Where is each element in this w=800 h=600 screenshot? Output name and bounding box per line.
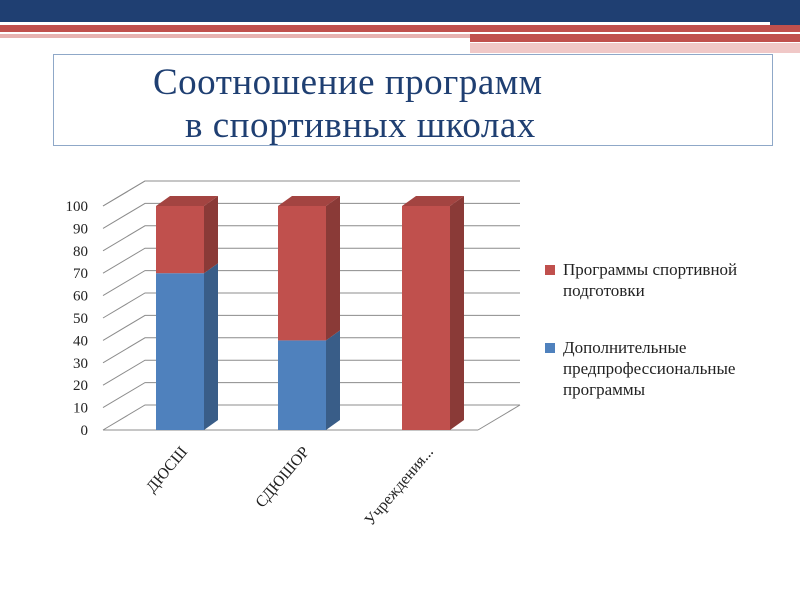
bar-segment-side bbox=[450, 196, 464, 430]
chart-legend: Программы спортивной подготовки Дополнител… bbox=[545, 260, 737, 399]
y-axis: 0 10 20 30 40 50 60 70 80 90 100 bbox=[66, 199, 89, 439]
legend-swatch bbox=[545, 265, 555, 275]
bar-segment-side bbox=[204, 196, 218, 274]
bar-segment-front bbox=[278, 206, 326, 341]
gridline bbox=[102, 202, 520, 229]
y-tick-label: 0 bbox=[81, 423, 89, 439]
gridline bbox=[102, 292, 520, 319]
gridline bbox=[102, 382, 520, 409]
gridline bbox=[102, 359, 520, 386]
x-axis-labels: ДЮСШ СДЮШОР Учреждения... bbox=[143, 444, 437, 530]
x-category-label: Учреждения... bbox=[362, 444, 438, 529]
bar-segment-front bbox=[402, 206, 450, 430]
bar-segment-side bbox=[204, 263, 218, 430]
bar-segment-front bbox=[156, 206, 204, 274]
gridline bbox=[102, 404, 520, 431]
bar-segment-side bbox=[326, 196, 340, 341]
gridline bbox=[102, 225, 520, 252]
bar-segment-side bbox=[326, 330, 340, 430]
slide-title-box: Соотношение программ в спортивных школах bbox=[53, 54, 773, 146]
y-tick-label: 10 bbox=[73, 401, 88, 417]
legend-label: Дополнительные bbox=[563, 338, 686, 357]
navy-band bbox=[0, 0, 800, 22]
legend-label: подготовки bbox=[563, 281, 645, 300]
legend-swatch bbox=[545, 343, 555, 353]
pink-band-left bbox=[0, 34, 470, 38]
slide-title-line-1: Соотношение программ bbox=[153, 62, 543, 103]
y-tick-label: 30 bbox=[73, 356, 88, 372]
y-tick-label: 70 bbox=[73, 266, 88, 282]
gridline bbox=[102, 247, 520, 274]
gridline bbox=[102, 314, 520, 341]
bar-top-face bbox=[278, 196, 340, 206]
bar-segment-front bbox=[156, 273, 204, 430]
gridline bbox=[102, 180, 520, 207]
floor-right-edge bbox=[477, 404, 521, 431]
y-tick-label: 90 bbox=[73, 221, 88, 237]
gridline bbox=[102, 337, 520, 364]
y-tick-label: 40 bbox=[73, 333, 88, 349]
bar-segment-front bbox=[278, 340, 326, 430]
stacked-bar-chart: 0 10 20 30 40 50 60 70 80 90 100 ДЮСШ СДЮШОР Учрежде… bbox=[66, 180, 737, 530]
legend-label: программы bbox=[563, 380, 646, 399]
slide-title-line-2: в спортивных школах bbox=[185, 105, 536, 146]
top-decoration-bar bbox=[0, 0, 800, 53]
gridline bbox=[102, 270, 520, 297]
x-category-label: ДЮСШ bbox=[143, 444, 191, 496]
y-tick-label: 100 bbox=[66, 199, 89, 215]
white-divider bbox=[0, 23, 800, 24]
bar-top-face bbox=[402, 196, 464, 206]
chart-bars bbox=[156, 196, 464, 430]
bar-top-face bbox=[156, 196, 218, 206]
y-tick-label: 50 bbox=[73, 311, 88, 327]
red-band bbox=[0, 25, 800, 32]
x-category-label: СДЮШОР bbox=[253, 444, 314, 512]
legend-label: Программы спортивной bbox=[563, 260, 737, 279]
pink-band-right bbox=[470, 43, 800, 53]
y-tick-label: 80 bbox=[73, 244, 88, 260]
legend-label: предпрофессиональные bbox=[563, 359, 735, 378]
y-tick-label: 20 bbox=[73, 378, 88, 394]
y-tick-label: 60 bbox=[73, 289, 88, 305]
red-band-right bbox=[470, 34, 800, 42]
